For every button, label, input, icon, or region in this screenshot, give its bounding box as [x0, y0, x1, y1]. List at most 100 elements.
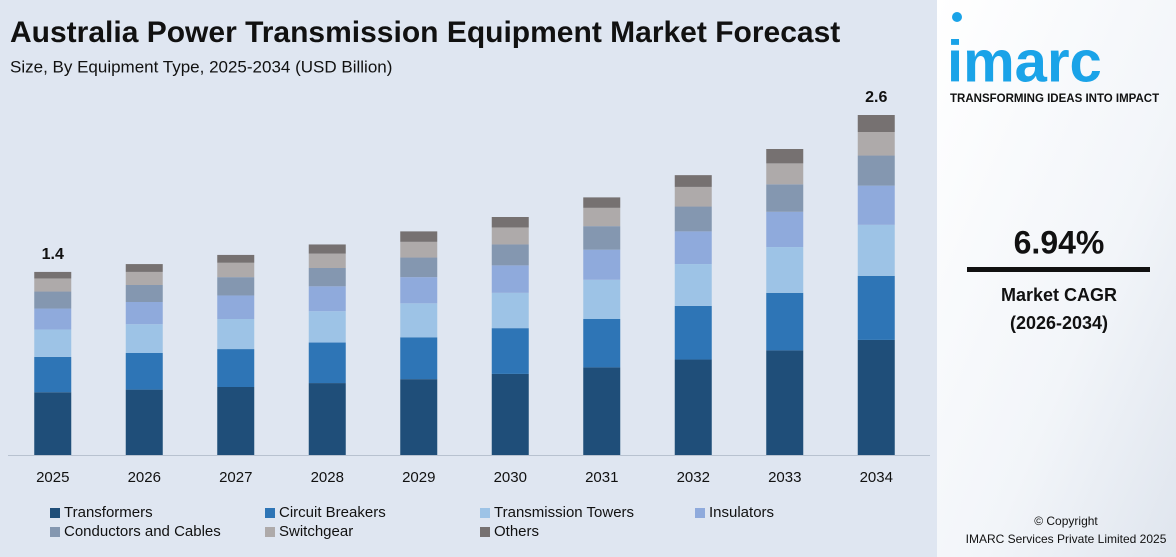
bar-segment	[491, 244, 529, 266]
bar-segment	[125, 264, 163, 272]
bar-segment	[857, 132, 895, 156]
bar-segment	[583, 367, 621, 455]
bar-segment	[857, 339, 895, 455]
cagr-period: (2026-2034)	[1010, 313, 1108, 333]
bar-segment	[34, 356, 72, 393]
bar-segment	[766, 184, 804, 212]
bar-segment	[308, 286, 346, 312]
bar-segment	[308, 311, 346, 343]
bar-segment	[125, 285, 163, 302]
bar-segment	[674, 186, 712, 207]
bar-segment	[34, 271, 72, 279]
x-tick-label: 2025	[36, 469, 69, 486]
cagr-rule	[967, 267, 1150, 272]
bar-segment	[766, 149, 804, 164]
bar-segment	[583, 197, 621, 208]
company: IMARC Services Private Limited 2025	[966, 532, 1167, 546]
legend-label: Conductors and Cables	[64, 523, 221, 540]
legend-swatch	[50, 527, 60, 537]
bar-segment	[400, 303, 438, 338]
bar-segment	[583, 249, 621, 280]
legend-label: Circuit Breakers	[279, 504, 386, 521]
bar-segment	[400, 337, 438, 380]
bar-segment	[491, 227, 529, 245]
bar-segment	[674, 175, 712, 187]
bar-segment	[674, 305, 712, 360]
legend-label: Transmission Towers	[494, 504, 634, 521]
legend-swatch	[695, 508, 705, 518]
x-tick-label: 2028	[311, 469, 344, 486]
bar-segment	[400, 379, 438, 455]
bar-segment	[308, 244, 346, 254]
bar-segment	[400, 277, 438, 304]
bar-segment	[308, 253, 346, 268]
bar-segment	[583, 207, 621, 227]
bar-segment	[491, 373, 529, 455]
bar-segment	[857, 185, 895, 225]
bar-segment	[125, 271, 163, 285]
x-tick-label: 2027	[219, 469, 252, 486]
bar-segment	[34, 278, 72, 292]
bar-segment	[583, 226, 621, 250]
cagr: 6.94%	[1014, 224, 1105, 260]
bar-segment	[491, 292, 529, 329]
bar-segment	[857, 224, 895, 276]
x-tick-label: 2026	[128, 469, 161, 486]
legend-swatch	[480, 527, 490, 537]
tagline: TRANSFORMING IDEAS INTO IMPACT	[950, 93, 1159, 105]
bar-segment	[766, 163, 804, 185]
bar-segment	[400, 241, 438, 258]
bar-segment	[400, 257, 438, 278]
bar-segment	[491, 265, 529, 293]
x-tick-label: 2030	[494, 469, 527, 486]
bar-segment	[674, 359, 712, 455]
bar-segment	[308, 383, 346, 455]
bar-segment	[34, 329, 72, 357]
legend-label: Transformers	[64, 504, 153, 521]
bar-segment	[491, 328, 529, 374]
logo-dot	[952, 12, 962, 22]
bar-segment	[857, 115, 895, 132]
legend-label: Switchgear	[279, 523, 353, 540]
logo: imarc	[947, 29, 1102, 94]
bar-segment	[34, 291, 72, 309]
bar-segment	[125, 353, 163, 390]
bar-segment	[583, 319, 621, 368]
bar-segment	[491, 217, 529, 228]
bar-segment	[125, 389, 163, 455]
x-tick-label: 2032	[677, 469, 710, 486]
chart-subtitle: Size, By Equipment Type, 2025-2034 (USD …	[10, 57, 392, 76]
legend-swatch	[480, 508, 490, 518]
bar-segment	[34, 308, 72, 330]
bar-segment	[674, 231, 712, 265]
bar-segment	[125, 324, 163, 353]
total-label: 2.6	[865, 89, 887, 106]
bar-segment	[217, 319, 255, 350]
bar-segment	[308, 342, 346, 384]
copyright: © Copyright	[1034, 514, 1098, 528]
x-tick-label: 2029	[402, 469, 435, 486]
bar-segment	[583, 279, 621, 319]
legend-swatch	[265, 508, 275, 518]
bar-segment	[217, 277, 255, 296]
bar-segment	[217, 295, 255, 319]
bar-segment	[674, 206, 712, 232]
bar-segment	[217, 349, 255, 387]
sidebar-bg	[937, 0, 1176, 557]
legend-label: Others	[494, 523, 539, 540]
bar-segment	[217, 254, 255, 263]
bar-segment	[400, 231, 438, 242]
bar-segment	[857, 155, 895, 186]
total-label: 1.4	[42, 246, 64, 263]
bar-segment	[674, 264, 712, 306]
bar-segment	[766, 292, 804, 351]
bar-segment	[217, 387, 255, 455]
chart-title: Australia Power Transmission Equipment M…	[10, 16, 840, 49]
legend-label: Insulators	[709, 504, 774, 521]
bar-segment	[34, 392, 72, 455]
x-tick-label: 2034	[860, 469, 893, 486]
x-tick-label: 2031	[585, 469, 618, 486]
bar-segment	[125, 302, 163, 325]
